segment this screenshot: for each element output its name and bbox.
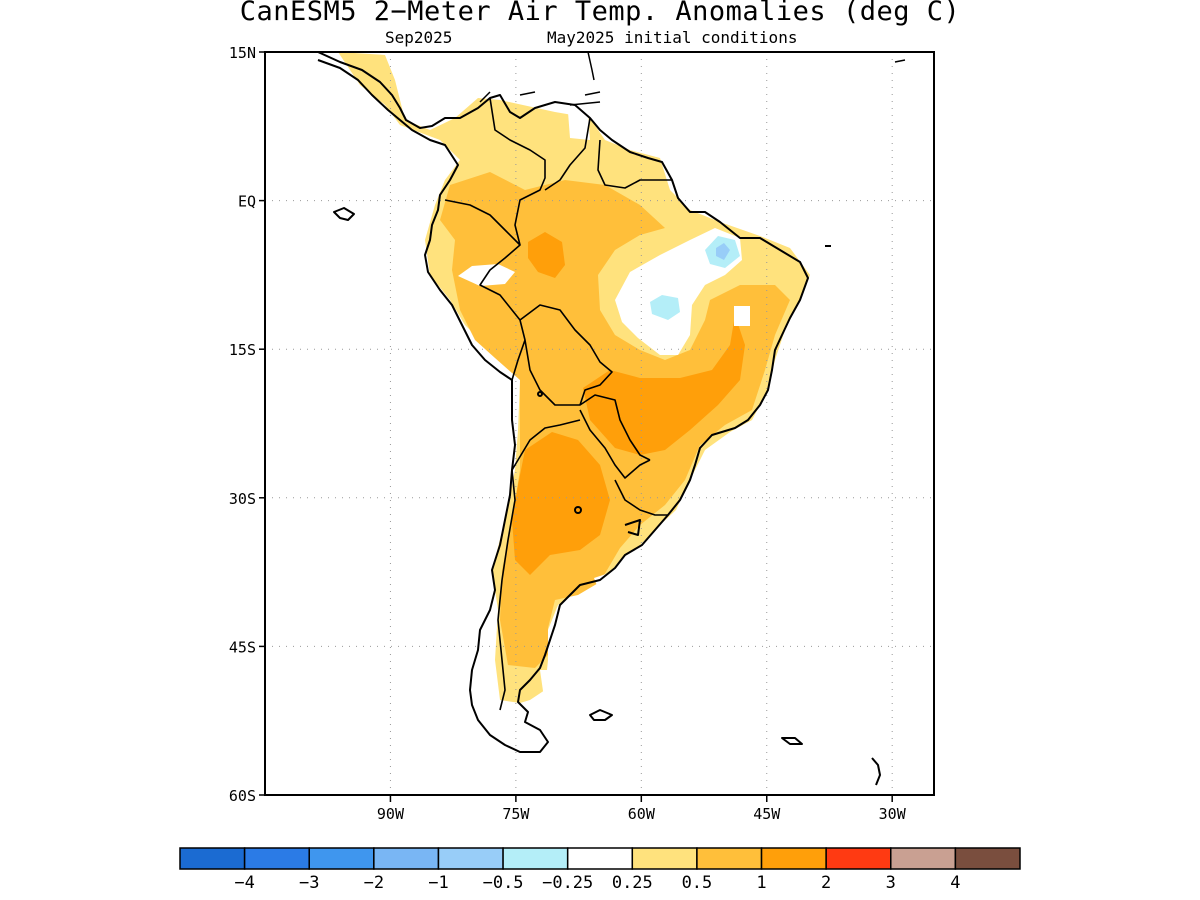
legend-label: −1 (428, 873, 448, 893)
anomaly-region-negative-small (650, 295, 680, 320)
anomaly-region-negative (716, 243, 730, 260)
anomaly-region-1-2 (528, 232, 565, 278)
lat-tick-label: EQ (238, 193, 256, 211)
lat-tick-label: 15S (229, 341, 256, 359)
legend-label: 0.5 (682, 873, 713, 893)
legend-swatch (179, 847, 246, 870)
legend-swatch (502, 847, 569, 870)
anomaly-fields (338, 52, 810, 705)
anomaly-region-neutral (594, 572, 620, 588)
legend-swatch (954, 847, 1021, 870)
lon-tick-label: 30W (879, 805, 907, 823)
legend-label: −2 (364, 873, 384, 893)
lat-tick-label: 30S (229, 490, 256, 508)
forecast-month-label: Sep2025 (385, 28, 453, 47)
legend-label: −0.25 (542, 873, 593, 893)
south-georgia (781, 737, 803, 745)
lon-tick-label: 45W (753, 805, 781, 823)
legend-swatch (437, 847, 504, 870)
lat-tick-label: 15N (229, 44, 256, 62)
axis-tick-labels: 15N EQ 15S 30S 45S 60S 90W 75W 60W 45W 30W (229, 44, 907, 823)
legend-swatch (696, 847, 763, 870)
country-borders (444, 97, 672, 711)
lake-titicaca (537, 391, 543, 397)
sandwich-islands (871, 757, 881, 786)
graticule (265, 52, 934, 795)
coastlines (317, 52, 906, 786)
legend-swatch (308, 847, 375, 870)
initial-conditions-label: May2025 initial conditions (547, 28, 798, 47)
anomaly-region-neutral (568, 112, 590, 140)
legend-label: −0.5 (483, 873, 524, 893)
legend-swatch (890, 847, 957, 870)
legend-label: 2 (821, 873, 831, 893)
legend-swatch (373, 847, 440, 870)
legend-swatch (760, 847, 827, 870)
falkland-islands (589, 709, 613, 721)
lat-tick-label: 60S (229, 787, 256, 805)
legend-label: −3 (299, 873, 319, 893)
legend-swatch (631, 847, 698, 870)
galapagos-islands (333, 207, 355, 221)
legend-label: 0.25 (612, 873, 653, 893)
legend-label: 3 (886, 873, 896, 893)
anomaly-region-neutral (540, 670, 560, 705)
legend-label: 4 (950, 873, 960, 893)
lake-mar-chiquita (574, 506, 582, 514)
lon-tick-label: 90W (377, 805, 405, 823)
color-legend: −4 −3 −2 −1 −0.5 −0.25 0.25 0.5 1 2 3 4 (179, 847, 1021, 893)
anomaly-region-1-2 (583, 315, 745, 455)
map-title: CanESM5 2−Meter Air Temp. Anomalies (deg… (239, 0, 961, 27)
continent-coastline (317, 52, 809, 753)
legend-swatch (243, 847, 310, 870)
lon-tick-label: 75W (502, 805, 530, 823)
caribbean-islands (479, 52, 906, 106)
legend-label: 1 (756, 873, 766, 893)
lon-tick-label: 60W (628, 805, 656, 823)
lat-tick-label: 45S (229, 638, 256, 656)
lagoa-dos-patos (624, 519, 641, 536)
legend-swatch (825, 847, 892, 870)
axis-ticks (259, 51, 893, 802)
map-frame (264, 51, 935, 796)
anomaly-region-neutral (734, 306, 750, 326)
legend-label: −4 (234, 873, 254, 893)
anomaly-region-1-2 (512, 432, 610, 575)
legend-swatch (566, 847, 634, 870)
